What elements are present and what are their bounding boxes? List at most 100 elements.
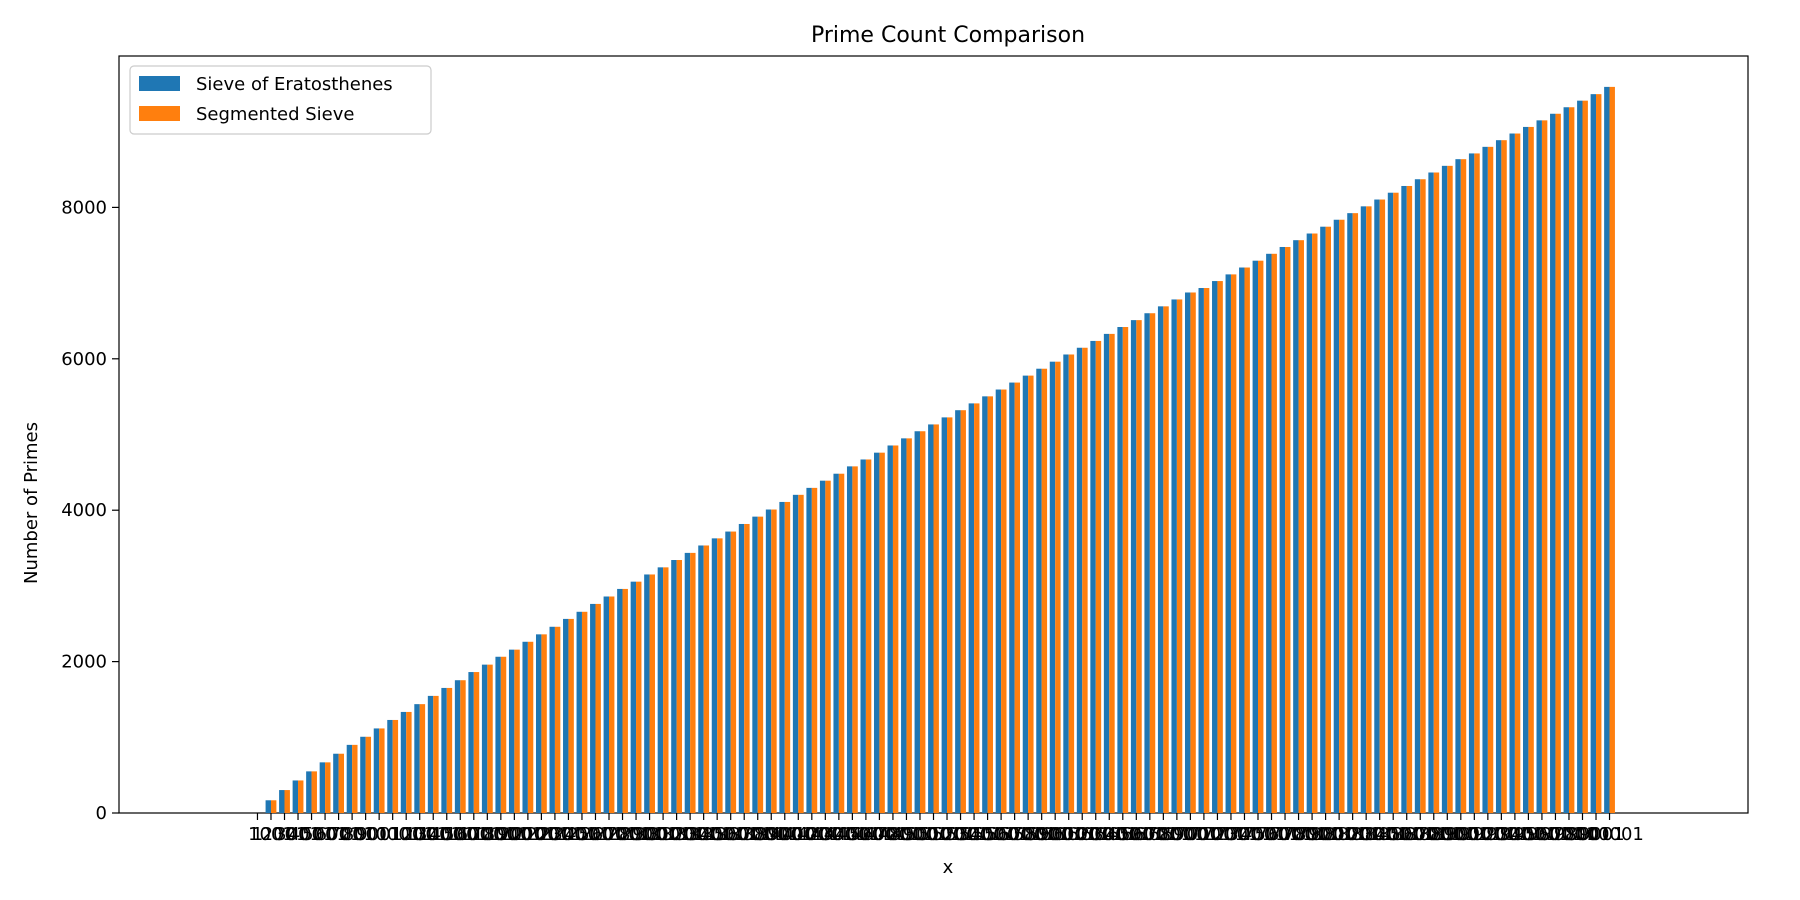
bar-segmented-5001 <box>325 762 331 813</box>
bar-segmented-4001 <box>311 771 317 813</box>
bar-sieve-56001 <box>1009 382 1015 813</box>
bar-segmented-75001 <box>1271 253 1277 814</box>
legend-swatch-sieve <box>139 76 180 91</box>
bar-sieve-11001 <box>400 711 407 813</box>
y-tick-label: 6000 <box>61 349 107 370</box>
bar-segmented-55001 <box>1001 389 1007 813</box>
x-tick-label: 37001 <box>729 824 786 845</box>
x-tick-label: 19001 <box>486 824 543 845</box>
x-tick-label: 39001 <box>756 824 813 845</box>
x-axis-ticks: 1100120013001400150016001700180019001100… <box>248 813 1644 845</box>
x-tick-label: 22001 <box>526 824 583 845</box>
bar-segmented-53001 <box>974 403 980 813</box>
bar-sieve-49001 <box>914 431 920 813</box>
bar-sieve-38001 <box>765 509 772 813</box>
x-tick-label: 100001 <box>1575 824 1644 845</box>
bar-sieve-60001 <box>1063 354 1069 813</box>
x-tick-label: 56001 <box>986 824 1043 845</box>
legend-swatch-segmented <box>139 106 180 121</box>
x-tick-label: 50001 <box>905 824 962 845</box>
bar-segmented-54001 <box>987 396 993 813</box>
x-tick-label: 27001 <box>594 824 651 845</box>
bar-sieve-91001 <box>1482 146 1488 814</box>
bar-segmented-11001 <box>406 711 412 813</box>
bar-segmented-47001 <box>892 445 899 813</box>
bar-segmented-66001 <box>1149 313 1156 813</box>
x-tick-label: 79001 <box>1297 824 1354 845</box>
bar-segmented-41001 <box>811 487 818 813</box>
bar-segmented-97001 <box>1568 107 1575 813</box>
x-tick-label: 3001 <box>275 824 321 845</box>
bar-segmented-85001 <box>1406 185 1413 814</box>
bar-sieve-65001 <box>1130 320 1137 813</box>
bar-sieve-23001 <box>563 618 569 813</box>
bar-segmented-90001 <box>1474 153 1480 813</box>
bar-sieve-42001 <box>819 480 826 813</box>
bar-sieve-74001 <box>1252 260 1258 813</box>
bar-sieve-69001 <box>1184 292 1191 813</box>
x-tick-label: 5001 <box>302 824 348 845</box>
bar-sieve-19001 <box>508 649 515 813</box>
bar-sieve-21001 <box>535 634 542 813</box>
legend-label-sieve: Sieve of Eratosthenes <box>196 74 393 95</box>
x-tick-label: 60001 <box>1040 824 1097 845</box>
x-tick-label: 29001 <box>621 824 678 845</box>
bar-segmented-49001 <box>919 431 926 813</box>
bar-sieve-37001 <box>752 516 758 813</box>
bar-sieve-45001 <box>860 459 866 813</box>
x-tick-label: 38001 <box>743 824 800 845</box>
x-tick-label: 35001 <box>702 824 759 845</box>
bar-segmented-82001 <box>1366 206 1372 814</box>
bar-sieve-55001 <box>995 389 1002 813</box>
x-tick-label: 66001 <box>1121 824 1178 845</box>
x-tick-label: 53001 <box>945 824 1002 845</box>
bar-sieve-64001 <box>1117 327 1123 813</box>
bar-sieve-3001 <box>292 780 299 813</box>
bar-sieve-76001 <box>1279 246 1286 814</box>
bar-sieve-20001 <box>522 641 528 813</box>
bar-sieve-57001 <box>1022 375 1029 813</box>
bar-sieve-35001 <box>725 531 731 813</box>
x-tick-label: 13001 <box>405 824 462 845</box>
bar-sieve-61001 <box>1076 347 1083 813</box>
x-tick-label: 47001 <box>864 824 921 845</box>
bar-sieve-72001 <box>1225 274 1231 813</box>
y-tick-label: 8000 <box>61 197 107 218</box>
bar-segmented-83001 <box>1379 199 1386 813</box>
x-tick-label: 87001 <box>1405 824 1462 845</box>
bar-sieve-81001 <box>1347 213 1353 813</box>
x-tick-label: 30001 <box>634 824 691 845</box>
bars-group <box>265 86 1615 814</box>
x-tick-label: 41001 <box>783 824 840 845</box>
bar-segmented-29001 <box>649 574 655 813</box>
bar-sieve-85001 <box>1401 185 1407 814</box>
bar-sieve-98001 <box>1577 100 1583 813</box>
bar-sieve-22001 <box>549 626 555 813</box>
bar-sieve-44001 <box>846 466 853 813</box>
bar-segmented-99001 <box>1596 94 1602 813</box>
bar-sieve-50001 <box>928 424 934 813</box>
bar-sieve-68001 <box>1171 299 1177 813</box>
x-tick-label: 89001 <box>1432 824 1489 845</box>
bar-segmented-27001 <box>622 588 628 813</box>
x-tick-label: 98001 <box>1554 824 1611 845</box>
x-tick-label: 93001 <box>1486 824 1543 845</box>
legend-box <box>129 65 432 135</box>
bar-sieve-62001 <box>1090 340 1096 813</box>
bar-sieve-93001 <box>1509 133 1515 813</box>
bar-segmented-46001 <box>879 452 885 813</box>
bar-sieve-96001 <box>1550 113 1556 813</box>
bar-segmented-6001 <box>338 753 344 813</box>
legend: Sieve of Eratosthenes Segmented Sieve <box>129 65 432 135</box>
bar-sieve-13001 <box>427 695 434 813</box>
bar-segmented-23001 <box>568 618 574 813</box>
bar-segmented-12001 <box>419 704 426 813</box>
x-tick-label: 17001 <box>459 824 516 845</box>
x-tick-label: 21001 <box>513 824 570 845</box>
bar-sieve-83001 <box>1374 199 1380 813</box>
x-tick-label: 28001 <box>607 824 664 845</box>
x-tick-label: 63001 <box>1081 824 1138 845</box>
bar-sieve-92001 <box>1495 140 1502 813</box>
x-tick-label: 69001 <box>1162 824 1219 845</box>
